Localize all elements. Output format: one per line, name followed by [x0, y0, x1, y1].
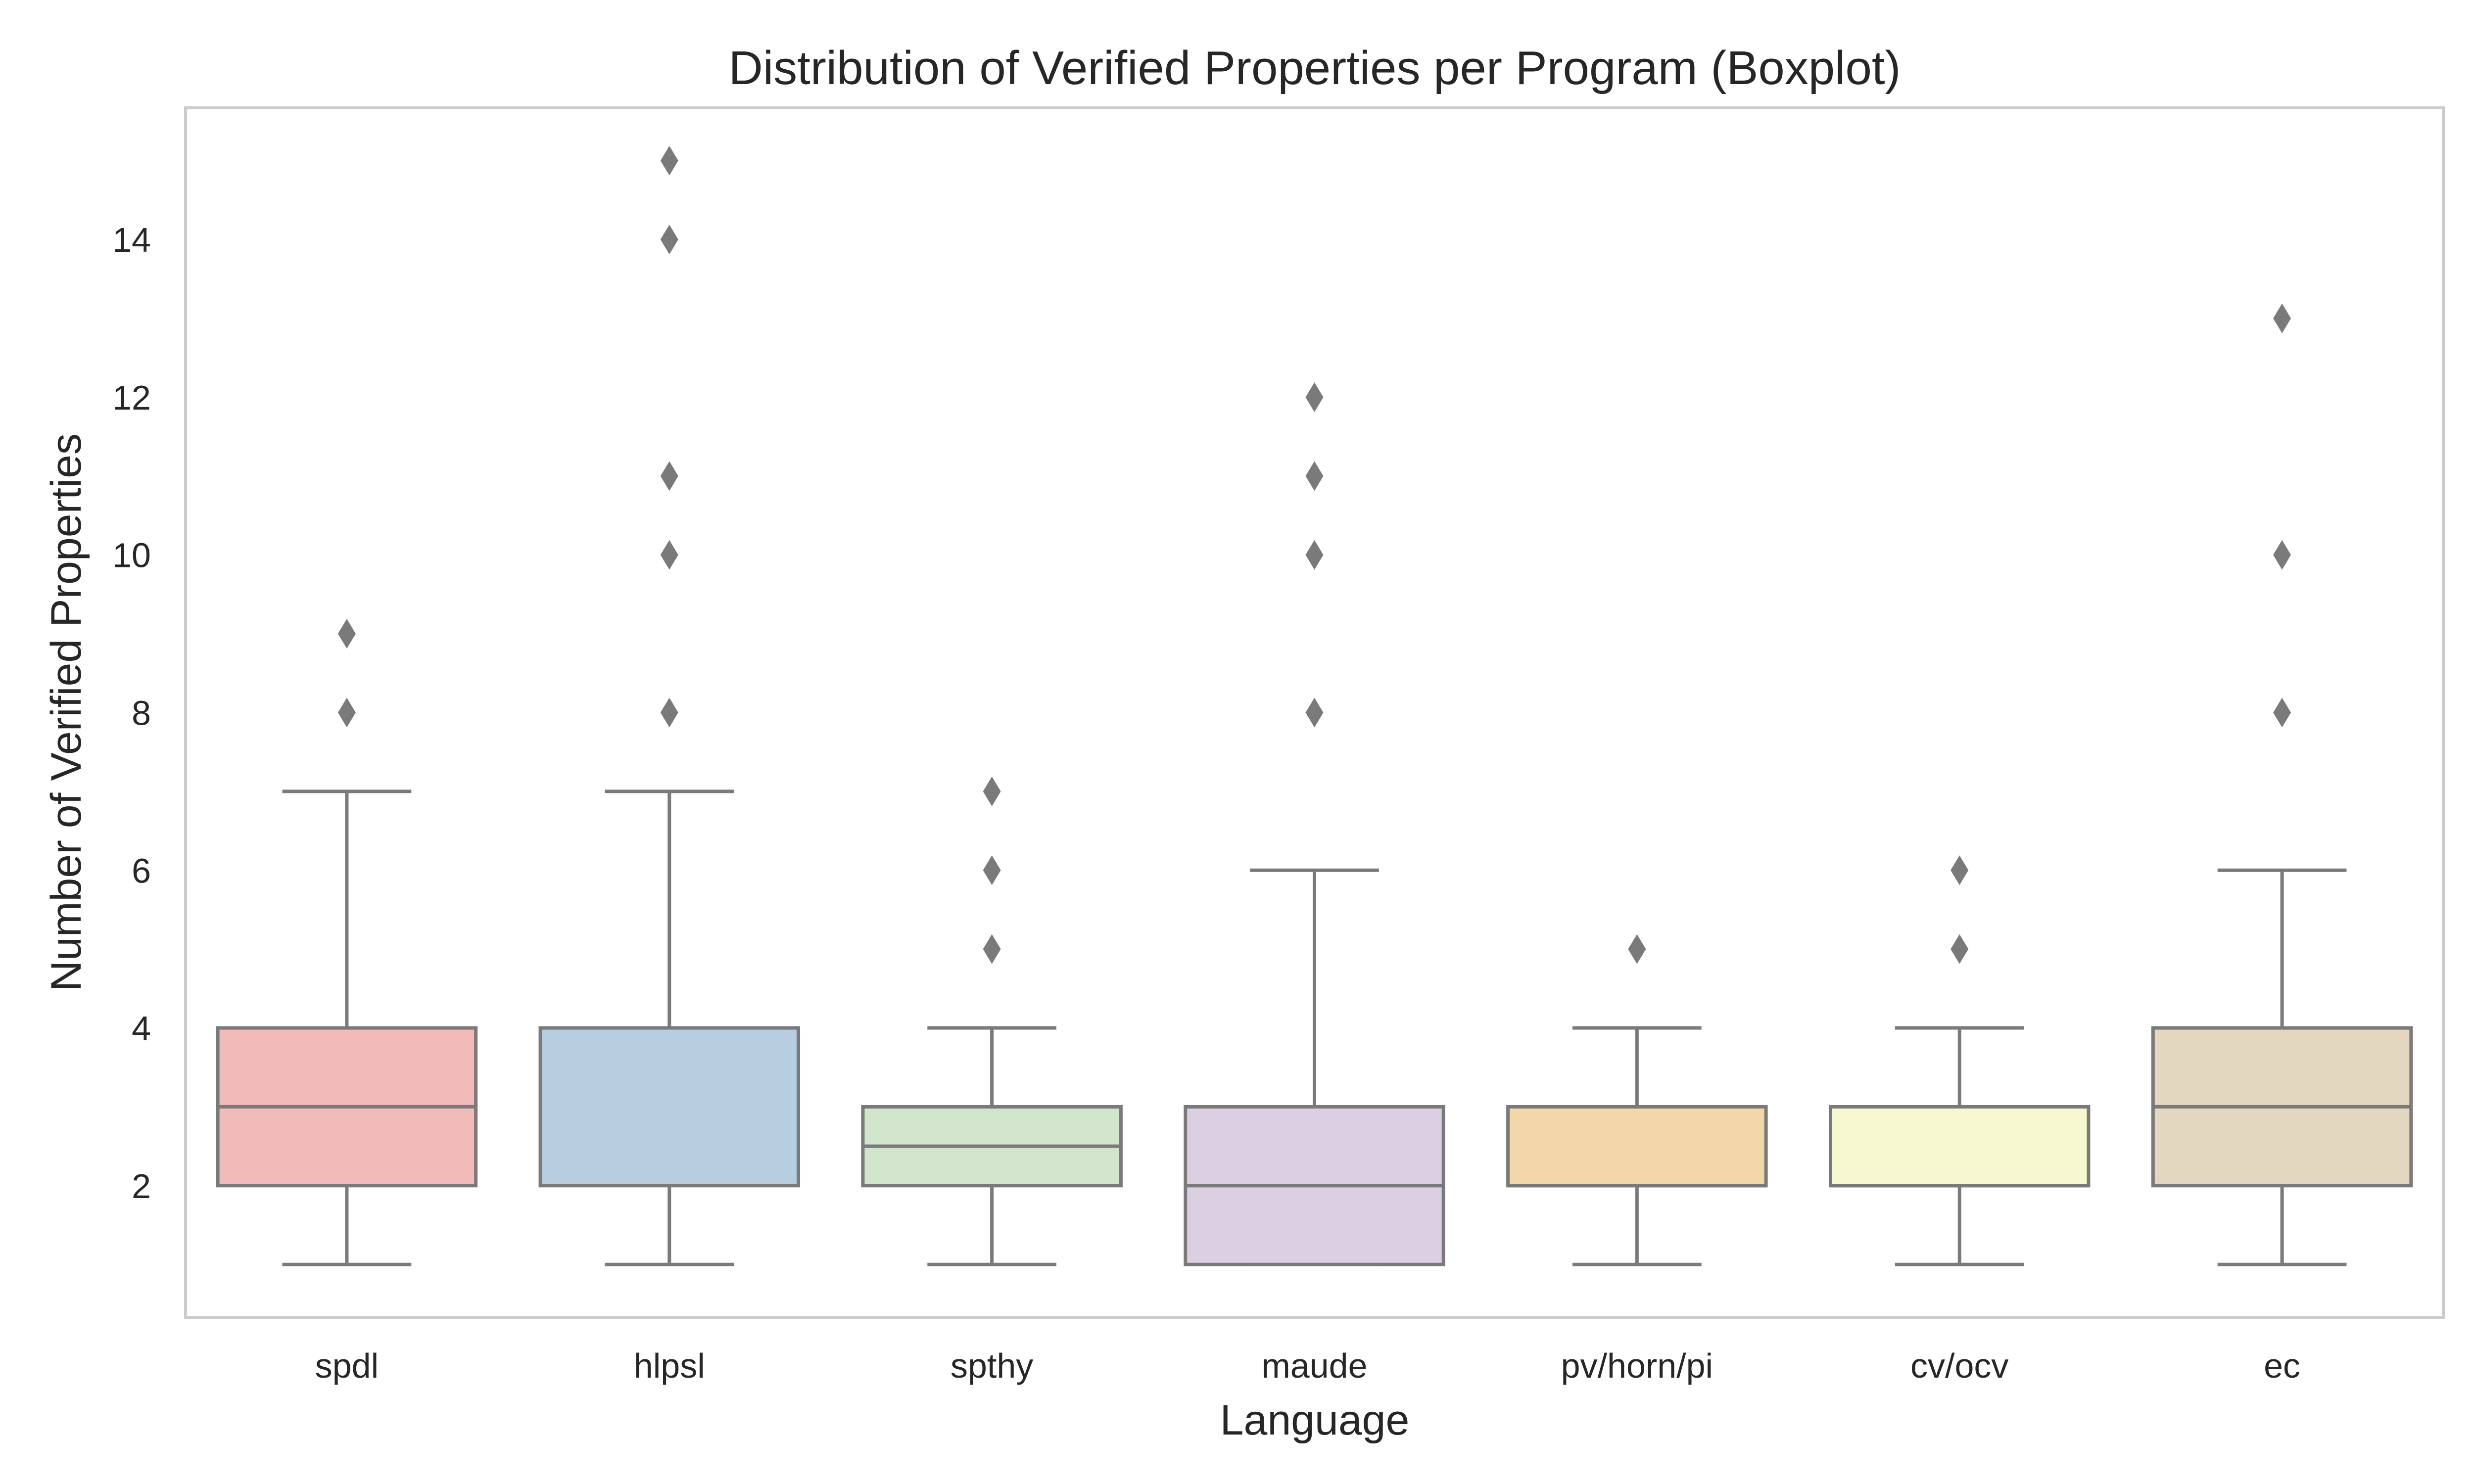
- y-axis-label: Number of Verified Properties: [43, 433, 90, 991]
- y-tick-label: 8: [132, 694, 151, 733]
- outlier-point: [660, 145, 678, 176]
- x-tick-label: ec: [2264, 1346, 2300, 1385]
- outlier-point: [1951, 934, 1969, 964]
- outlier-point: [1305, 697, 1324, 728]
- outlier-point: [660, 540, 678, 570]
- x-axis-label: Language: [1220, 1396, 1410, 1444]
- outlier-point: [983, 855, 1001, 885]
- outlier-point: [983, 934, 1001, 964]
- outlier-point: [2273, 697, 2291, 728]
- outlier-point: [337, 619, 356, 649]
- outlier-point: [1305, 382, 1324, 412]
- outlier-point: [660, 225, 678, 255]
- y-tick-label: 2: [132, 1167, 151, 1206]
- outlier-point: [1305, 461, 1324, 491]
- x-tick-label: spdl: [315, 1346, 379, 1385]
- outlier-point: [2273, 540, 2291, 570]
- box-ec: [2151, 303, 2413, 1266]
- box-cv-ocv: [1828, 855, 2091, 1266]
- y-tick-label: 14: [112, 221, 151, 259]
- chart-title: Distribution of Verified Properties per …: [728, 42, 1901, 94]
- y-tick-label: 6: [132, 851, 151, 890]
- outlier-point: [1628, 934, 1646, 964]
- y-tick-label: 10: [112, 536, 151, 575]
- plot-area-frame: [184, 106, 2445, 1319]
- iqr-box: [1828, 1105, 2091, 1188]
- boxes-group: [216, 145, 2413, 1266]
- outlier-point: [660, 461, 678, 491]
- box-spthy: [861, 776, 1123, 1266]
- x-tick-label: spthy: [951, 1346, 1033, 1385]
- x-tick-label: cv/ocv: [1910, 1346, 2008, 1385]
- box-hlpsl: [538, 145, 801, 1266]
- box-maude: [1184, 382, 1445, 1266]
- outlier-point: [337, 697, 356, 728]
- outlier-point: [660, 697, 678, 728]
- iqr-box: [538, 1026, 801, 1188]
- x-tick-label: hlpsl: [634, 1346, 705, 1385]
- box-pv-horn-pi: [1506, 934, 1768, 1266]
- y-axis-ticks: 2 4 6 8 10 12 14: [112, 221, 151, 1206]
- outlier-point: [1951, 855, 1969, 885]
- outlier-point: [2273, 303, 2291, 333]
- x-axis-ticks: spdl hlpsl spthy maude pv/horn/pi cv/ocv ec: [315, 1346, 2300, 1385]
- y-tick-label: 4: [132, 1009, 151, 1048]
- outlier-point: [1305, 540, 1324, 570]
- box-spdl: [216, 619, 478, 1266]
- iqr-box: [1506, 1105, 1768, 1188]
- x-tick-label: pv/horn/pi: [1561, 1346, 1713, 1385]
- outlier-point: [983, 776, 1001, 806]
- y-tick-label: 12: [112, 378, 151, 417]
- x-tick-label: maude: [1261, 1346, 1367, 1385]
